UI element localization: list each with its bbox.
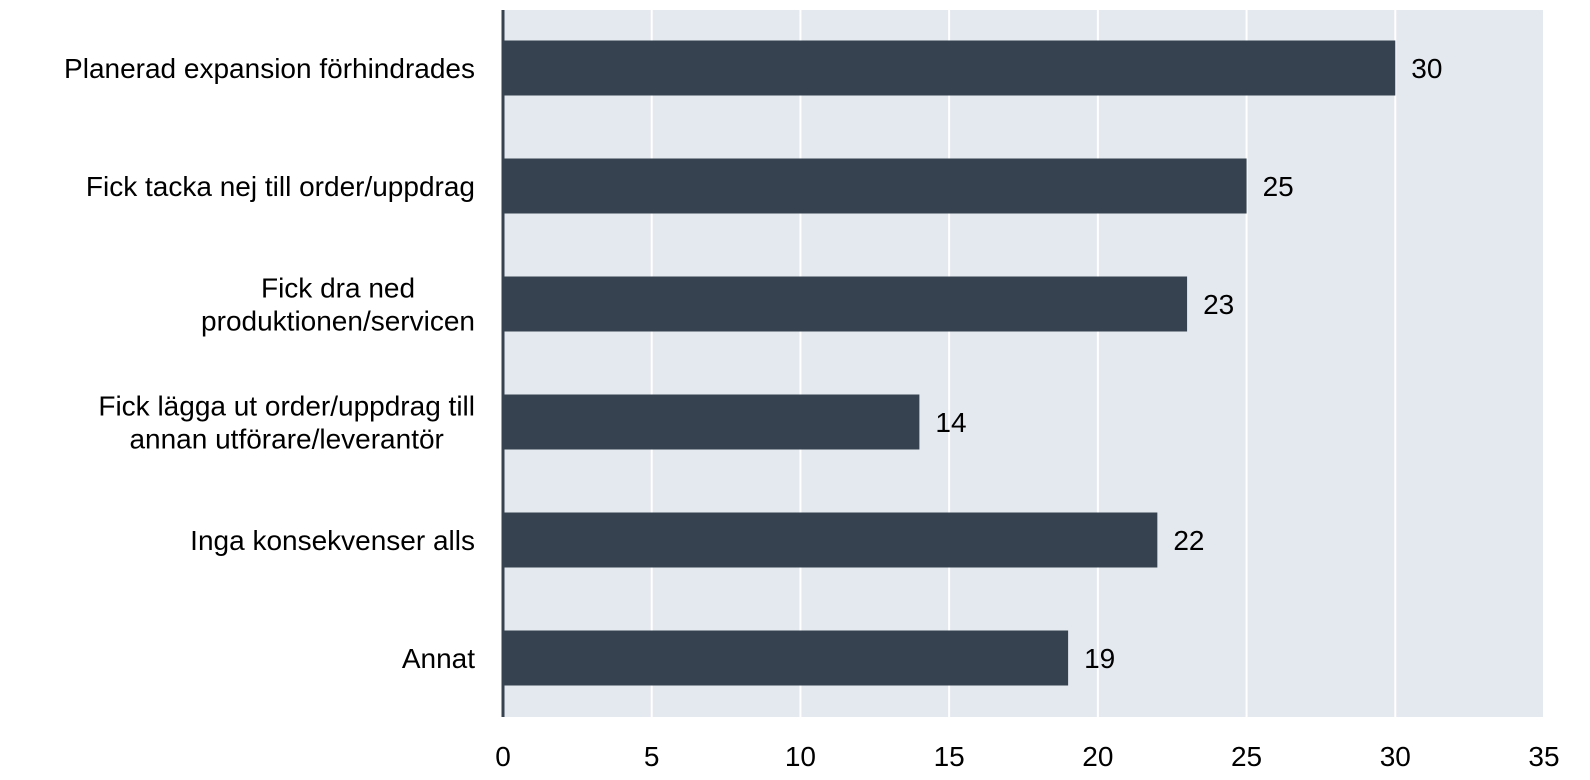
x-axis-ticks: 0 5 10 15 20 25 30 35 [495,741,1559,772]
gridlines [650,10,1545,717]
category-label-line: Planerad expansion förhindrades [64,53,475,84]
category-label-line: Annat [402,643,475,674]
x-tick-label: 25 [1231,741,1262,772]
category-label: Annat [402,643,475,674]
bar [503,276,1188,332]
category-label: Fick lägga ut order/uppdrag till annan ut… [98,391,475,455]
category-label-line: Fick tacka nej till order/uppdrag [86,171,475,202]
bar [503,394,920,450]
bar [503,630,1069,686]
bar-value-label: 14 [935,407,966,438]
category-label-line: Fick dra ned [261,273,415,304]
category-label: Fick dra ned produktionen/servicen [201,273,475,337]
x-tick-label: 15 [934,741,965,772]
category-label-line: Inga konsekvenser alls [190,525,475,556]
category-labels: Planerad expansion förhindrades Fick tack… [64,53,475,674]
category-label-line: annan utförare/leverantör [129,424,443,455]
x-tick-label: 35 [1528,741,1559,772]
category-label-line: Fick lägga ut order/uppdrag till [98,391,475,422]
value-labels: 30 25 23 14 22 19 [935,53,1442,674]
category-label: Planerad expansion förhindrades [64,53,475,84]
bar-value-label: 25 [1263,171,1294,202]
bar-value-label: 30 [1411,53,1442,84]
plot-background [503,10,1544,717]
bar-value-label: 19 [1084,643,1115,674]
bar [503,512,1158,568]
bar-value-label: 22 [1173,525,1204,556]
category-label-line: produktionen/servicen [201,306,475,337]
x-tick-label: 0 [495,741,511,772]
category-label: Fick tacka nej till order/uppdrag [86,171,475,202]
x-tick-label: 10 [785,741,816,772]
x-tick-label: 20 [1082,741,1113,772]
x-tick-label: 30 [1380,741,1411,772]
bars [503,40,1396,686]
x-tick-label: 5 [644,741,660,772]
bar [503,40,1396,96]
bar [503,158,1247,214]
bar-value-label: 23 [1203,289,1234,320]
category-label: Inga konsekvenser alls [190,525,475,556]
